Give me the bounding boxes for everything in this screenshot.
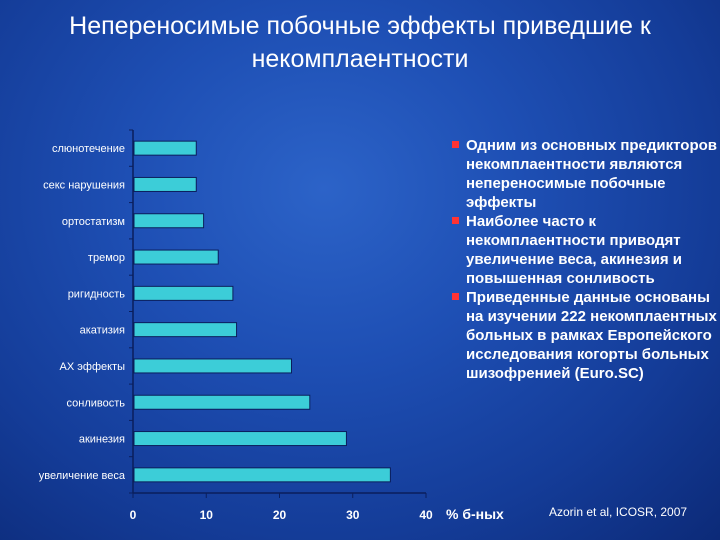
chart-axes (129, 129, 427, 498)
bullet-marker-icon (452, 141, 459, 148)
category-label: акатизия (80, 325, 125, 337)
category-label: акинезия (79, 434, 125, 446)
tick-labels: 0 10 20 30 40 (130, 508, 433, 522)
bullet-marker-icon (452, 217, 459, 224)
axis-unit-label: % б-ных (446, 506, 504, 522)
x-tick-label: 10 (200, 508, 214, 522)
category-label: ортостатизм (62, 216, 125, 228)
x-tick-label: 30 (346, 508, 360, 522)
bar (133, 176, 197, 192)
category-label: увеличение веса (39, 470, 126, 482)
x-tick-label: 0 (130, 508, 137, 522)
bar (133, 285, 234, 301)
bar (133, 213, 205, 229)
bullet-item: Одним из основных предикторов некомплаен… (449, 136, 719, 212)
bar (133, 358, 292, 374)
citation: Azorin et al, ICOSR, 2007 (549, 505, 688, 519)
category-label: тремор (88, 252, 125, 264)
x-tick-label: 20 (273, 508, 287, 522)
bullet-list: Одним из основных предикторов некомплаен… (449, 136, 719, 383)
bar (133, 467, 391, 483)
x-tick-label: 40 (419, 508, 433, 522)
bar (133, 431, 347, 447)
bar (133, 140, 197, 156)
category-label: ригидность (68, 288, 126, 300)
bullet-item: Наиболее часто к некомплаентности привод… (449, 212, 719, 288)
bullet-marker-icon (452, 293, 459, 300)
category-label: АХ эффекты (60, 361, 126, 373)
slide-title: Непереносимые побочные эффекты приведшие… (69, 12, 651, 73)
category-label: сонливость (67, 397, 126, 409)
category-labels: слюнотечение секс нарушения ортостатизм тре… (39, 143, 126, 482)
category-label: слюнотечение (52, 143, 125, 155)
bar (133, 394, 311, 410)
bar (133, 249, 219, 265)
bar (133, 322, 238, 338)
chart-bars (133, 140, 391, 483)
category-label: секс нарушения (43, 179, 125, 191)
bullet-item: Приведенные данные основаны на изучении … (449, 288, 719, 383)
